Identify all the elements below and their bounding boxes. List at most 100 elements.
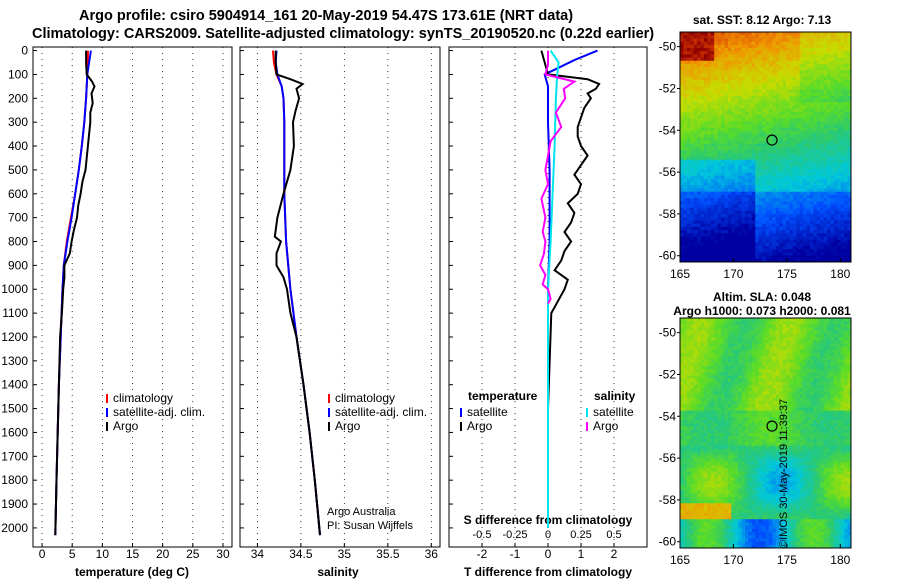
sla-map-cell [772,388,777,392]
sst-map-cell [772,185,777,189]
sst-map-cell [837,83,842,87]
sla-map-cell [686,346,691,351]
sst-map-cell [786,32,790,36]
sst-map-cell [734,233,739,237]
sla-map-cell [823,362,828,367]
sst-map-cell [741,83,746,87]
sst-map-cell [816,223,821,228]
sst-map-cell [775,242,780,247]
sst-map-cell [690,252,695,257]
sst-map-cell [792,140,797,145]
sst-map-cell [738,185,742,189]
sst-map-cell [803,201,807,205]
sst-map-cell [683,239,688,244]
sst-map-cell [744,51,749,55]
sst-map-cell [782,194,787,199]
sla-map-cell [765,330,770,335]
sla-map-cell [683,365,688,370]
sst-map-cell [714,204,719,209]
sst-map-cell [741,127,746,132]
sst-map-cell [823,162,828,167]
sla-map-cell [714,333,719,338]
sst-map-cell [809,83,814,87]
sst-map-cell [830,159,835,164]
sst-map-cell [683,201,688,205]
sst-map-cell [833,159,838,164]
sla-map-cell [779,369,783,373]
sla-map-cell [734,324,739,328]
sst-map-cell [710,143,715,148]
sla-map-cell [697,327,701,332]
sla-map-cell [786,359,790,364]
sst-map-cell [755,131,760,135]
sla-map-cell [789,388,794,392]
sst-map-cell [847,150,852,154]
sst-map-cell [820,121,825,126]
sst-map-cell [741,118,746,122]
sst-map-cell [823,153,828,157]
sst-map-cell [844,226,848,231]
sst-map-cell [751,124,756,129]
sst-map-cell [772,51,777,55]
sst-map-cell [751,102,756,106]
sst-map-cell [789,255,794,260]
sst-map-cell [806,201,811,205]
sst-map-cell [820,99,825,103]
sla-map-cell [724,324,729,328]
sst-map-cell [731,99,736,103]
sst-map-cell [827,201,831,205]
sst-map-cell [755,35,760,39]
sst-map-cell [738,63,742,68]
sst-map-cell [731,236,736,241]
sla-map-cell [762,381,766,386]
sst-map-cell [827,54,831,58]
sst-map-cell [710,32,715,36]
sst-map-cell [690,153,695,157]
sst-map-cell [847,76,852,81]
sst-map-cell [707,38,712,42]
sst-map-cell [727,147,732,151]
sst-map-cell [803,118,807,122]
sst-map-cell [775,63,780,68]
sst-map-cell [786,76,790,81]
sst-map-cell [830,86,835,90]
sst-map-cell [680,172,684,177]
sla-map-cell [741,337,746,341]
sla-map-cell [847,349,852,354]
sla-map-cell [813,333,818,338]
sla-map-cell [731,353,736,357]
sst-map-cell [813,175,818,180]
sst-map-cell [724,201,729,205]
sla-map-cell [806,327,811,332]
sla-map-cell [827,324,831,328]
sst-map-cell [772,217,777,221]
sst-map-cell [806,166,811,170]
sst-map-cell [758,134,763,138]
sst-map-cell [782,134,787,138]
sst-map-cell [796,182,801,186]
sst-map-cell [830,108,835,113]
sst-map-cell [827,47,831,52]
sst-map-cell [724,236,729,241]
sst-map-cell [806,89,811,94]
sst-map-cell [686,178,691,183]
sla-map-cell [765,391,770,396]
sst-map-cell [786,201,790,205]
sst-map-cell [710,220,715,225]
sst-map-cell [700,150,705,154]
sst-map-cell [758,191,763,196]
sst-map-cell [768,41,773,46]
sst-map-cell [803,38,807,42]
sst-map-cell [809,99,814,103]
sst-map-cell [772,76,777,81]
sst-map-cell [690,73,695,78]
sst-map-cell [751,172,756,177]
sst-map-cell [768,210,773,215]
sst-map-cell [799,255,804,260]
sst-map-cell [823,67,828,71]
sst-map-cell [751,44,756,49]
sst-map-cell [762,220,766,225]
sst-map-cell [779,118,783,122]
sst-map-cell [823,182,828,186]
sla-map-cell [724,356,729,360]
